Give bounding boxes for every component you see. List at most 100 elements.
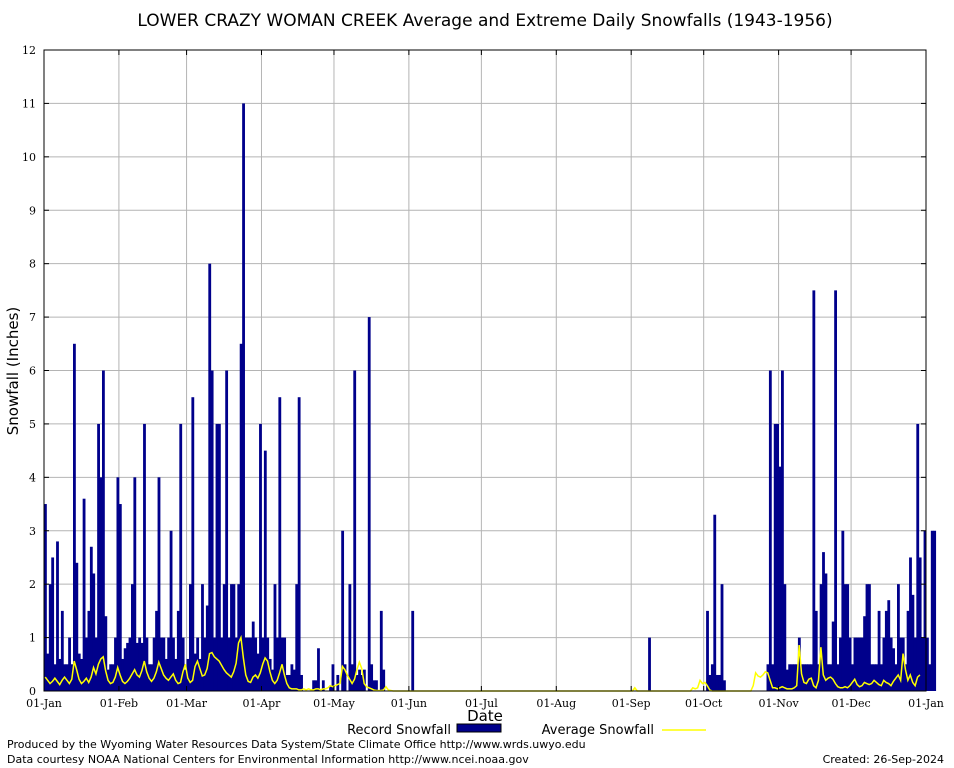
record-snowfall-bar (60, 610, 64, 692)
record-snowfall-bar (360, 674, 364, 691)
record-snowfall-bar (718, 674, 722, 691)
record-snowfall-bar (899, 637, 903, 691)
record-snowfall-bar (99, 477, 103, 691)
record-snowfall-bar (321, 680, 325, 691)
record-snowfall-bar (259, 423, 262, 691)
record-snowfall-bar (227, 637, 231, 691)
record-snowfall-bar (897, 584, 900, 691)
record-snowfall-bar (80, 658, 84, 691)
record-snowfall-bar (128, 637, 132, 691)
x-tick-label: 01-Feb (100, 697, 138, 710)
record-snowfall-bar (870, 664, 874, 691)
y-tick-label: 8 (29, 258, 36, 271)
record-snowfall-bar (111, 664, 115, 691)
x-tick-label: 01-Mar (166, 697, 208, 710)
record-snowfall-bar (923, 530, 927, 691)
record-snowfall-bar (793, 664, 796, 691)
record-snowfall-bar (89, 546, 93, 691)
record-snowfall-bar (295, 584, 299, 691)
record-snowfall-bar (118, 504, 122, 691)
record-snowfall-bar (834, 290, 837, 692)
record-snowfall-bar (889, 637, 893, 691)
record-snowfall-bar (181, 637, 185, 691)
record-snowfall-bar (875, 664, 879, 691)
record-snowfall-bar (46, 653, 50, 691)
record-snowfall-bar (51, 557, 55, 691)
record-snowfall-bar (933, 530, 937, 691)
record-snowfall-bar (104, 616, 108, 691)
record-snowfall-bar (868, 584, 871, 691)
x-tick-label: 01-Dec (831, 697, 870, 710)
record-snowfall-bar (708, 674, 712, 691)
record-snowfall-bar (174, 658, 178, 691)
x-tick-label: 01-Jun (391, 697, 427, 710)
record-snowfall-bar (193, 653, 197, 691)
record-snowfall-bar (812, 290, 816, 692)
record-snowfall-bar (251, 621, 255, 691)
record-snowfall-bar (256, 653, 260, 691)
legend: Record Snowfall Average Snowfall (347, 723, 706, 738)
record-snowfall-bar (164, 658, 168, 691)
y-axis-label: Snowfall (Inches) (4, 307, 22, 435)
record-snowfall-bar (343, 664, 347, 691)
record-snowfall-bar (872, 664, 876, 691)
record-snowfall-bar (911, 594, 915, 691)
y-tick-label: 6 (29, 365, 36, 378)
record-snowfall-bar (715, 674, 719, 691)
record-snowfall-bar (225, 370, 229, 691)
record-snowfall-bar (109, 664, 113, 691)
y-tick-label: 5 (29, 418, 36, 431)
record-snowfall-bar (723, 680, 726, 691)
chart-title: LOWER CRAZY WOMAN CREEK Average and Extr… (137, 11, 832, 31)
record-snowfall-bar (123, 648, 127, 691)
record-snowfall-bar (819, 584, 823, 691)
record-snowfall-bar (75, 562, 79, 691)
record-snowfall-bar (851, 664, 854, 691)
record-snowfall-bar (802, 664, 806, 691)
record-snowfall-bar (68, 637, 71, 691)
record-snowfall-bar (232, 584, 236, 691)
record-snowfall-bar (880, 664, 883, 691)
record-snowfall-bar (783, 584, 787, 691)
x-axis-ticks: 01-Jan 01-Feb 01-Mar 01-Apr 01-May 01-Jun 01-J… (26, 50, 944, 710)
record-snowfall-bar (162, 637, 166, 691)
record-snowfall-bar (48, 584, 52, 691)
record-snowfall-bar (846, 584, 850, 691)
record-snowfall-bar (822, 552, 825, 691)
record-snowfall-bar (841, 530, 845, 691)
record-snowfall-bar (372, 680, 376, 691)
record-snowfall-bar (213, 637, 216, 691)
record-snowfall-bar (790, 664, 794, 691)
record-snowfall-bar (242, 103, 245, 692)
record-snowfall-bar (858, 637, 862, 691)
record-snowfall-bar (167, 637, 171, 691)
record-snowfall-bar (778, 466, 782, 691)
record-snowfall-bars (44, 103, 937, 692)
record-snowfall-bar (648, 637, 651, 691)
record-snowfall-bar (159, 637, 163, 691)
record-snowfall-bar (237, 584, 241, 691)
x-tick-label: 01-Jan (26, 697, 62, 710)
record-snowfall-bar (65, 664, 69, 691)
record-snowfall-bar (116, 477, 120, 691)
record-snowfall-bar (176, 610, 180, 692)
record-snowfall-bar (928, 664, 932, 691)
record-snowfall-bar (839, 637, 842, 691)
legend-average-label: Average Snowfall (542, 723, 654, 738)
record-snowfall-bar (92, 573, 96, 691)
legend-record-label: Record Snowfall (347, 723, 451, 738)
record-snowfall-bar (239, 343, 243, 691)
record-snowfall-bar (278, 397, 282, 691)
x-tick-label: 01-Jul (465, 697, 498, 710)
x-tick-label: 01-Oct (685, 697, 723, 710)
y-tick-label: 9 (29, 204, 36, 217)
record-snowfall-bar (94, 637, 98, 691)
record-snowfall-bar (249, 637, 253, 691)
record-snowfall-bar (913, 637, 917, 691)
record-snowfall-bar (205, 605, 209, 691)
record-snowfall-bar (706, 610, 709, 692)
record-snowfall-bar (82, 498, 86, 691)
record-snowfall-bar (855, 637, 859, 691)
y-tick-label: 3 (29, 525, 36, 538)
legend-record-swatch (456, 723, 502, 733)
